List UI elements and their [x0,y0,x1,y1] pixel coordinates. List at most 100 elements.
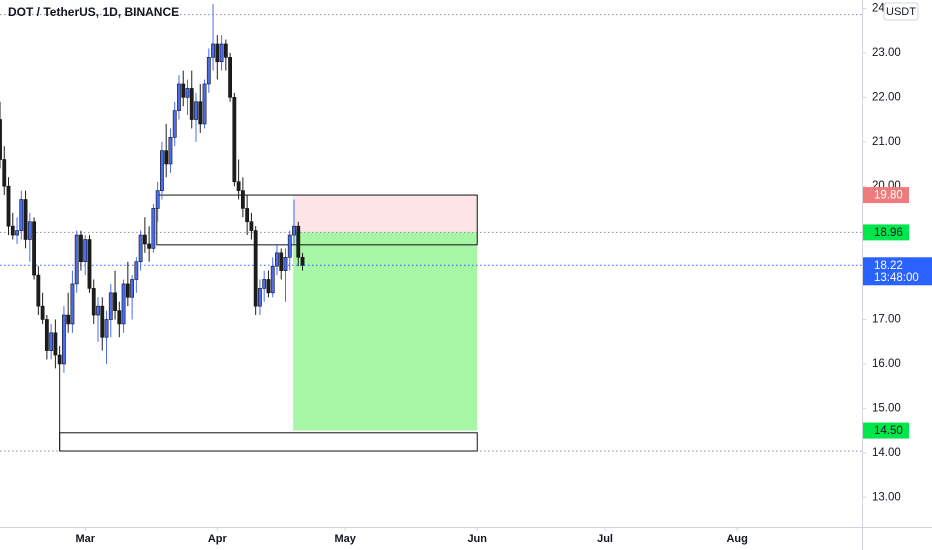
candle-body [249,221,254,231]
candle-body [74,234,79,285]
y-tick-label: 21.00 [872,136,901,148]
candle-body [10,225,15,236]
candle-body [228,57,232,98]
x-tick-label: Jun [467,533,487,545]
x-tick-label: Jul [597,533,613,545]
candle-body [160,150,164,191]
candle-body [19,199,24,231]
candle-body [177,83,181,111]
x-tick-label: May [334,533,356,545]
candle-body [117,310,122,325]
last-price-badge [863,257,932,286]
candle-body [27,221,32,240]
entry-label: 18.96 [874,227,903,239]
candle-body [283,256,288,271]
candle-body [245,208,250,223]
candle-body [270,265,275,294]
candle-body [151,208,156,249]
candle-body [53,332,58,356]
candle-body [147,243,152,249]
candle-body [49,332,54,351]
currency-label: USDT [886,6,916,18]
candle-body [79,234,83,263]
y-tick-label: 22.00 [872,91,901,103]
x-tick-label: Apr [208,533,228,545]
y-tick-label: 14.00 [872,447,901,459]
candle-body [189,88,194,120]
y-tick-label: 13.00 [872,491,901,503]
candle-body [206,57,211,85]
candle-body [194,101,198,120]
target-badge [863,422,909,439]
candle-body [219,43,224,63]
candle-body [236,181,241,191]
candle-body [164,150,169,165]
currency-badge[interactable] [883,2,919,21]
target-label: 14.50 [874,425,903,437]
candle-body [232,97,237,183]
candle-body [100,305,105,338]
candle-body [104,319,109,338]
y-tick-label: 16.00 [872,358,901,370]
zone-box [156,194,478,246]
candle-body [262,279,267,289]
candle-body [279,252,284,271]
chart-title: DOT / TetherUS, 1D, BINANCE [8,5,179,19]
candle-body [240,190,245,209]
candle-body [23,199,28,240]
candle-body [211,43,215,58]
candle-body [70,283,75,325]
candle-body [266,279,271,294]
candle-body [57,354,62,365]
candle-body [2,159,7,187]
entry-badge [863,224,909,241]
y-tick-label: 15.00 [872,402,901,414]
candle-body [142,234,147,245]
candle-body [202,83,207,125]
candle-body [215,43,220,63]
candle-body [36,274,41,307]
candle-body [287,234,292,258]
plot-area [0,3,862,452]
candle-body [83,239,88,263]
target-zone [293,232,478,431]
candle-body [292,225,296,236]
candle-body [172,110,177,138]
candle-body [168,137,173,165]
candle-body [125,283,130,298]
candle-body [40,305,45,320]
candle-body [198,101,203,125]
stop-badge [863,187,909,204]
candle-body [108,292,113,320]
candle-body [62,314,66,365]
candle-body [15,230,19,236]
candle-body [44,319,49,351]
candle-body [253,230,258,307]
candle-body [121,283,126,325]
candle-body [258,288,262,307]
candle-body [185,88,190,98]
x-tick-label: Mar [75,533,95,545]
stop-label: 19.80 [874,190,903,202]
candle-body [0,119,2,160]
candle-body [223,43,228,58]
x-tick-label: Aug [726,533,747,545]
candle-body [181,83,186,98]
candle-body [155,190,160,209]
candle-body [134,261,139,280]
axis-labels: 13.0014.0015.0016.0017.0018.0019.0020.00… [75,2,932,545]
stop-zone [293,195,478,233]
candle-body [91,288,96,316]
candle-body [300,256,305,266]
candle-body [96,305,100,316]
candle-body [6,185,11,227]
zone-box [59,432,478,452]
candle-body [66,314,71,325]
candle-body [130,279,134,298]
candle-body [296,225,301,258]
countdown-label: 13:48:00 [874,272,919,284]
candle-body [87,239,92,289]
y-tick-label: 17.00 [872,314,901,326]
candle-body [138,234,143,263]
